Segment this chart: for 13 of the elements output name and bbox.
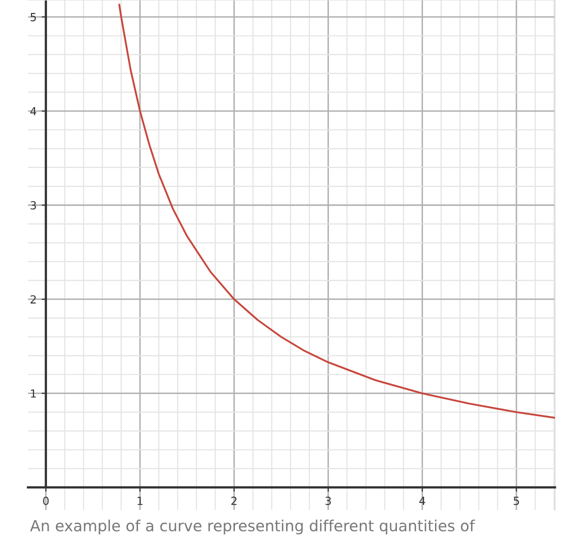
x-tick-label: 1: [138, 496, 142, 505]
y-tick-label: 5: [30, 13, 36, 22]
x-tick-label: 0: [43, 496, 49, 506]
x-tick-label: 5: [514, 496, 519, 506]
x-tick-label: 2: [231, 496, 237, 505]
text: An example of a curve representing different quantities of: [30, 520, 476, 534]
line-series: [118, 4, 555, 419]
y-tick-label: 2: [30, 295, 36, 304]
y-tick-label: 1: [31, 389, 36, 398]
x-tick-label: 4: [419, 496, 426, 505]
y-tick-label: 4: [30, 107, 36, 116]
x-tick-label: 3: [326, 496, 331, 506]
y-tick-label: 3: [30, 201, 36, 210]
